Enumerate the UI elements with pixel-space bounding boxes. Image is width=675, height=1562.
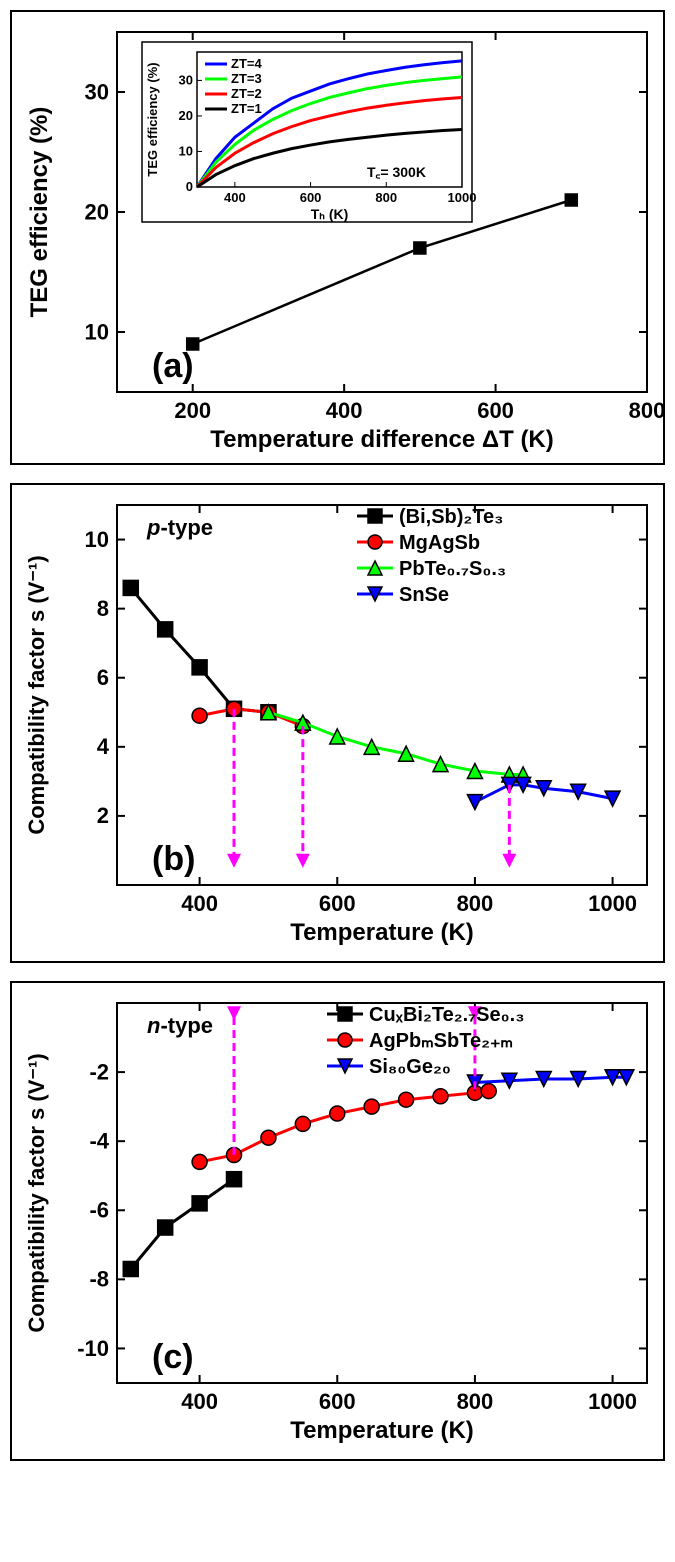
svg-text:400: 400 <box>181 1389 218 1414</box>
svg-text:800: 800 <box>457 1389 494 1414</box>
svg-text:ZT=2: ZT=2 <box>231 86 262 101</box>
svg-text:600: 600 <box>319 891 356 916</box>
svg-text:200: 200 <box>174 398 211 423</box>
panel-b: 400 600 800 1000 2 4 6 8 10 Temperature (K) Compat… <box>10 483 665 963</box>
svg-text:TEG efficiency (%): TEG efficiency (%) <box>26 107 53 318</box>
svg-text:ZT=3: ZT=3 <box>231 71 262 86</box>
svg-text:800: 800 <box>629 398 666 423</box>
svg-text:20: 20 <box>179 108 193 123</box>
svg-text:-2: -2 <box>89 1059 109 1084</box>
svg-text:ZT=4: ZT=4 <box>231 56 262 71</box>
svg-text:4: 4 <box>97 734 110 759</box>
svg-text:1000: 1000 <box>588 1389 637 1414</box>
svg-text:-10: -10 <box>77 1336 109 1361</box>
svg-text:-8: -8 <box>89 1267 109 1292</box>
svg-text:400: 400 <box>224 190 246 205</box>
svg-text:20: 20 <box>85 199 109 224</box>
svg-text:1000: 1000 <box>588 891 637 916</box>
svg-text:(c): (c) <box>152 1338 194 1376</box>
panel-a: 200400600800102030Temperature difference… <box>10 10 665 465</box>
svg-text:Tₕ (K): Tₕ (K) <box>311 206 349 222</box>
svg-text:Temperature difference ΔT (K): Temperature difference ΔT (K) <box>210 426 554 453</box>
svg-text:TEG efficiency (%): TEG efficiency (%) <box>145 62 160 176</box>
svg-text:(Bi,Sb)₂Te₃: (Bi,Sb)₂Te₃ <box>399 506 503 528</box>
svg-text:(b): (b) <box>152 840 195 878</box>
svg-text:Compatibility factor s (V⁻¹): Compatibility factor s (V⁻¹) <box>24 1053 49 1332</box>
svg-text:p-type: p-type <box>146 515 213 540</box>
svg-text:6: 6 <box>97 665 109 690</box>
svg-text:0: 0 <box>186 179 193 194</box>
svg-text:600: 600 <box>477 398 514 423</box>
svg-text:Si₈₀Ge₂₀: Si₈₀Ge₂₀ <box>369 1056 451 1078</box>
svg-text:AgPbₘSbTe₂₊ₘ: AgPbₘSbTe₂₊ₘ <box>369 1030 513 1052</box>
svg-text:400: 400 <box>181 891 218 916</box>
svg-text:800: 800 <box>457 891 494 916</box>
panel-b-svg: 400 600 800 1000 2 4 6 8 10 Temperature (K) Compat… <box>12 485 667 965</box>
svg-text:10: 10 <box>85 319 109 344</box>
svg-text:400: 400 <box>326 398 363 423</box>
svg-text:800: 800 <box>375 190 397 205</box>
svg-text:n-type: n-type <box>147 1013 213 1038</box>
svg-text:T꜀= 300K: T꜀= 300K <box>367 164 426 180</box>
panel-a-svg: 200400600800102030Temperature difference… <box>12 12 667 467</box>
svg-text:30: 30 <box>85 79 109 104</box>
svg-text:Temperature (K): Temperature (K) <box>290 1417 474 1444</box>
svg-text:Compatibility factor s (V⁻¹): Compatibility factor s (V⁻¹) <box>24 555 49 834</box>
svg-text:2: 2 <box>97 803 109 828</box>
svg-text:10: 10 <box>179 143 193 158</box>
svg-text:600: 600 <box>300 190 322 205</box>
svg-text:-4: -4 <box>89 1129 109 1154</box>
svg-text:ZT=1: ZT=1 <box>231 101 262 116</box>
svg-text:CuₓBi₂Te₂.₇Se₀.₃: CuₓBi₂Te₂.₇Se₀.₃ <box>369 1004 524 1026</box>
svg-text:SnSe: SnSe <box>399 584 449 606</box>
svg-text:PbTe₀.₇S₀.₃: PbTe₀.₇S₀.₃ <box>399 558 506 580</box>
svg-text:(a): (a) <box>152 347 194 385</box>
svg-text:10: 10 <box>85 527 109 552</box>
svg-text:Temperature (K): Temperature (K) <box>290 919 474 946</box>
svg-text:30: 30 <box>179 72 193 87</box>
panel-c-svg: 400 600 800 1000 -10 -8 -6 -4 -2 Temperature (K) C… <box>12 983 667 1463</box>
panel-c: 400 600 800 1000 -10 -8 -6 -4 -2 Temperature (K) C… <box>10 981 665 1461</box>
svg-text:8: 8 <box>97 596 109 621</box>
svg-text:1000: 1000 <box>448 190 477 205</box>
svg-text:-6: -6 <box>89 1198 109 1223</box>
svg-text:600: 600 <box>319 1389 356 1414</box>
svg-text:MgAgSb: MgAgSb <box>399 532 480 554</box>
